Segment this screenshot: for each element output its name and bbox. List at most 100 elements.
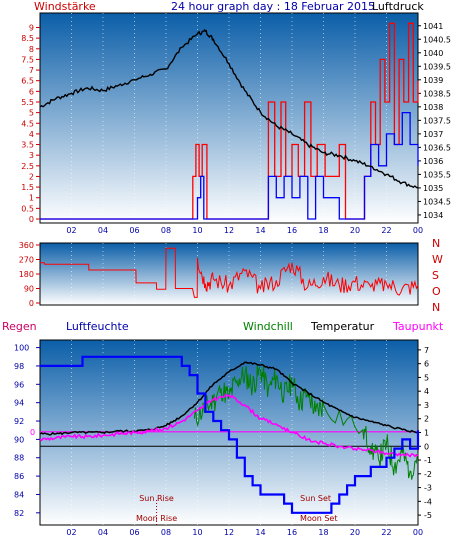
temperature-ytick-label: -5: [424, 511, 432, 520]
temperature-xtick-label: 14: [255, 528, 265, 537]
wind-ytick-label: 1: [29, 194, 34, 203]
temperature-ytick-label: -4: [424, 497, 432, 506]
pressure-ytick-label: 1034: [423, 211, 443, 220]
pressure-ytick-label: 1040: [423, 49, 443, 58]
wind-ytick-label: 7.5: [21, 55, 34, 64]
temperature-xtick-label: 12: [224, 528, 234, 537]
wind-ytick-label: 2.5: [21, 162, 34, 171]
wind-ytick-label: 2: [29, 172, 34, 181]
wind-xtick-label: 00: [413, 226, 423, 235]
wind-ytick-label: 5: [29, 109, 34, 118]
humidity-ytick-label: 86: [14, 472, 24, 481]
rain-label: Regen: [2, 320, 37, 333]
humidity-line: [40, 355, 420, 514]
pressure-line: [39, 28, 419, 189]
temperature-ytick-label: 5: [424, 373, 429, 382]
wind-xtick-label: 22: [381, 226, 391, 235]
pressure-ytick-label: 1041: [423, 22, 443, 31]
pressure-ytick-label: 1035: [423, 184, 443, 193]
wind-xtick-label: 10: [192, 226, 202, 235]
pressure-ytick-label: 1036: [423, 157, 443, 166]
temperature-xtick-label: 04: [98, 528, 108, 537]
humidity-ytick-label: 98: [14, 362, 24, 371]
direction-ytick-label: 0: [29, 299, 34, 308]
wind-ytick-label: 5.5: [21, 98, 34, 107]
left-axis-title: Windstärke: [34, 0, 96, 13]
temperature-ytick-label: 4: [424, 387, 429, 396]
wind-xtick-label: 08: [161, 226, 171, 235]
direction-ytick-label: 270: [19, 256, 34, 265]
chart-title: 24 hour graph day : 18 Februar 2015: [171, 0, 375, 13]
humidity-ytick-label: 82: [14, 509, 24, 518]
wind-ytick-label: 3: [29, 151, 34, 160]
humidity-label: Luftfeuchte: [66, 320, 129, 333]
compass-label: S: [432, 269, 439, 282]
temperature-xtick-label: 06: [129, 528, 139, 537]
humidity-ytick-label: 96: [14, 380, 24, 389]
humidity-ytick-label: 90: [14, 435, 24, 444]
temperature-ytick-label: -1: [424, 456, 432, 465]
wind-ytick-label: 0.5: [21, 204, 34, 213]
wind-xtick-label: 04: [98, 226, 108, 235]
wind-ytick-label: 9: [29, 24, 34, 33]
direction-panel: [39, 242, 419, 306]
astro-annotation-label: Sun Set: [300, 494, 331, 503]
wind-xtick-label: 02: [66, 226, 76, 235]
pressure-ytick-label: 1035.5: [423, 170, 451, 179]
wind-ytick-label: 0: [29, 215, 34, 224]
zero-marker-label: 0: [30, 428, 35, 437]
temperature-ytick-label: 0: [424, 442, 429, 451]
humidity-ytick-label: 84: [14, 490, 24, 499]
astro-annotation-label: Sun Rise: [139, 494, 174, 503]
temperature-line: [39, 361, 419, 436]
compass-label: N: [432, 237, 440, 250]
temperature-ytick-label: 7: [424, 346, 429, 355]
temperature-xtick-label: 00: [413, 528, 423, 537]
wind-xtick-label: 20: [350, 226, 360, 235]
temperature-xtick-label: 18: [318, 528, 328, 537]
temperature-xtick-label: 08: [161, 528, 171, 537]
pressure-ytick-label: 1037.5: [423, 116, 451, 125]
windchill-label: Windchill: [243, 320, 293, 333]
astro-annotation-label: Moon Rise: [136, 514, 177, 523]
humidity-ytick-label: 100: [14, 344, 29, 353]
astro-annotation-label: Moon Set: [300, 514, 337, 523]
direction-ytick-label: 360: [19, 241, 34, 250]
temperature-ytick-label: -3: [424, 484, 432, 493]
wind-ytick-label: 8: [29, 45, 34, 54]
temperature-xtick-label: 20: [350, 528, 360, 537]
pressure-ytick-label: 1040.5: [423, 35, 451, 44]
pressure-ytick-label: 1037: [423, 130, 443, 139]
temperature-xtick-label: 16: [287, 528, 297, 537]
humidity-ytick-label: 88: [14, 454, 24, 463]
wind-xtick-label: 16: [287, 226, 297, 235]
pressure-ytick-label: 1039: [423, 76, 443, 85]
wind-xtick-label: 14: [255, 226, 265, 235]
wind-average-line: [40, 111, 419, 220]
wind-xtick-label: 06: [129, 226, 139, 235]
temperature-ytick-label: 2: [424, 415, 429, 424]
wind-xtick-label: 18: [318, 226, 328, 235]
temperature-xtick-label: 22: [381, 528, 391, 537]
wind-ytick-label: 8.5: [21, 34, 34, 43]
wind-ytick-label: 7: [29, 66, 34, 75]
direction-ytick-label: 90: [24, 285, 34, 294]
direction-ytick-label: 180: [19, 270, 34, 279]
wind-ytick-label: 6: [29, 87, 34, 96]
pressure-ytick-label: 1034.5: [423, 197, 451, 206]
temperature-xtick-label: 02: [66, 528, 76, 537]
pressure-ytick-label: 1038.5: [423, 89, 451, 98]
compass-label: W: [432, 253, 443, 266]
wind-ytick-label: 4.5: [21, 119, 34, 128]
pressure-ytick-label: 1036.5: [423, 143, 451, 152]
wind-xtick-label: 12: [224, 226, 234, 235]
wind-ytick-label: 4: [29, 130, 34, 139]
temperature-ytick-label: 6: [424, 360, 429, 369]
dewpoint-label: Taupunkt: [392, 320, 444, 333]
humidity-ytick-label: 92: [14, 417, 24, 426]
right-axis-title: Luftdruck: [372, 0, 424, 13]
wind-ytick-label: 3.5: [21, 141, 34, 150]
wind-direction-line: [40, 247, 419, 298]
wind-ytick-label: 1.5: [21, 183, 34, 192]
